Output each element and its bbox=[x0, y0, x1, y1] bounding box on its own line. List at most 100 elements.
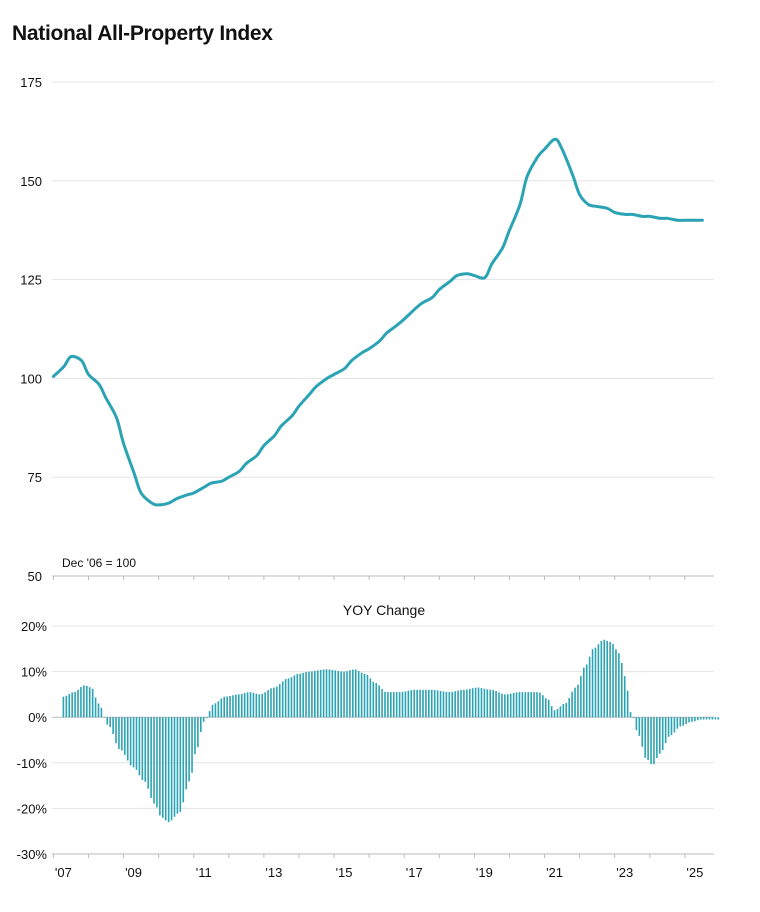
x-tick-label: '11 bbox=[196, 865, 212, 880]
yoy-bar bbox=[281, 681, 284, 718]
yoy-bar bbox=[179, 717, 182, 812]
yoy-y-tick-label: -10% bbox=[17, 756, 48, 771]
yoy-bar bbox=[433, 690, 436, 718]
yoy-chart-title: YOY Change bbox=[343, 602, 425, 618]
yoy-bar bbox=[270, 688, 272, 718]
yoy-bar bbox=[407, 690, 410, 718]
yoy-bar bbox=[568, 698, 570, 718]
yoy-bar bbox=[80, 687, 82, 718]
yoy-bar bbox=[97, 703, 100, 718]
yoy-y-ticks: -30% -20% -10% 0% 10% 20% bbox=[17, 619, 48, 862]
yoy-bar bbox=[398, 692, 401, 718]
yoy-bar bbox=[597, 644, 600, 718]
yoy-bar bbox=[466, 689, 468, 718]
yoy-bar bbox=[688, 717, 690, 723]
yoy-y-tick-label: 10% bbox=[21, 665, 47, 680]
yoy-bar bbox=[334, 670, 337, 718]
yoy-bar bbox=[194, 717, 196, 755]
yoy-bar bbox=[316, 670, 319, 718]
yoy-bar bbox=[349, 670, 351, 718]
yoy-bar bbox=[390, 692, 392, 718]
yoy-bar bbox=[623, 676, 626, 718]
yoy-bar bbox=[103, 716, 106, 718]
yoy-bar bbox=[144, 717, 147, 782]
index-y-tick-label: 75 bbox=[28, 470, 42, 485]
yoy-bar bbox=[208, 711, 211, 718]
yoy-bar bbox=[65, 695, 68, 718]
yoy-bar bbox=[580, 676, 582, 718]
yoy-bar bbox=[74, 691, 76, 718]
yoy-bar bbox=[644, 717, 646, 758]
index-y-tick-label: 150 bbox=[20, 174, 42, 189]
yoy-bar bbox=[106, 717, 109, 725]
yoy-bar bbox=[454, 691, 456, 718]
yoy-bar bbox=[606, 640, 608, 718]
yoy-bar bbox=[115, 717, 117, 744]
yoy-bar bbox=[679, 717, 682, 727]
index-y-tick-label: 125 bbox=[20, 273, 42, 288]
yoy-bar bbox=[167, 717, 170, 823]
yoy-y-tick-label: -30% bbox=[17, 847, 48, 862]
yoy-bar bbox=[343, 671, 345, 718]
yoy-bar bbox=[337, 671, 340, 718]
yoy-bar bbox=[667, 717, 670, 737]
yoy-bar bbox=[463, 689, 465, 718]
yoy-bar bbox=[559, 706, 562, 718]
yoy-bar bbox=[232, 695, 234, 718]
yoy-bar bbox=[430, 689, 433, 718]
yoy-bar bbox=[647, 717, 649, 761]
yoy-bar bbox=[395, 692, 398, 718]
yoy-bar bbox=[670, 717, 673, 736]
yoy-bar bbox=[162, 717, 164, 818]
yoy-bar bbox=[392, 692, 395, 718]
yoy-bar bbox=[170, 717, 173, 821]
yoy-bar bbox=[571, 691, 573, 718]
yoy-bar bbox=[682, 717, 684, 726]
yoy-bar bbox=[553, 710, 556, 718]
yoy-bar bbox=[71, 692, 73, 718]
yoy-bar bbox=[626, 690, 629, 718]
x-tick-label: '25 bbox=[686, 865, 703, 880]
yoy-bar bbox=[62, 696, 65, 718]
yoy-bar bbox=[121, 717, 123, 751]
yoy-bar bbox=[325, 669, 328, 718]
yoy-bar bbox=[422, 689, 424, 718]
yoy-bar bbox=[492, 690, 494, 718]
yoy-bar bbox=[547, 699, 550, 718]
yoy-bar bbox=[354, 669, 357, 718]
yoy-bar bbox=[129, 717, 132, 766]
yoy-bar bbox=[311, 671, 313, 718]
yoy-bar bbox=[717, 717, 720, 720]
yoy-bar bbox=[252, 692, 255, 718]
yoy-bar bbox=[705, 717, 708, 720]
yoy-bar bbox=[530, 692, 532, 718]
yoy-bar bbox=[68, 694, 71, 718]
yoy-bar bbox=[328, 669, 331, 718]
yoy-bar bbox=[352, 669, 354, 718]
yoy-bar bbox=[486, 689, 489, 718]
yoy-bar bbox=[416, 689, 418, 718]
yoy-bar bbox=[498, 692, 500, 718]
index-line bbox=[51, 137, 704, 507]
yoy-bar bbox=[436, 690, 439, 718]
yoy-bar bbox=[656, 717, 658, 758]
x-tick-label: '15 bbox=[336, 865, 353, 880]
yoy-bar bbox=[489, 689, 492, 718]
yoy-bar bbox=[536, 692, 538, 718]
yoy-bar bbox=[240, 693, 243, 718]
yoy-bar bbox=[387, 692, 389, 718]
yoy-bar bbox=[126, 717, 129, 761]
yoy-bar bbox=[249, 692, 252, 718]
index-y-tick-label: 100 bbox=[20, 371, 42, 386]
yoy-bar bbox=[153, 717, 155, 804]
yoy-bar bbox=[273, 687, 275, 718]
yoy-bar bbox=[650, 717, 652, 765]
yoy-bar bbox=[468, 688, 471, 718]
yoy-bar bbox=[474, 687, 477, 718]
yoy-bar bbox=[483, 688, 486, 718]
yoy-bar bbox=[381, 689, 383, 718]
yoy-bar bbox=[214, 703, 217, 718]
x-tick-label: '09 bbox=[125, 865, 142, 880]
